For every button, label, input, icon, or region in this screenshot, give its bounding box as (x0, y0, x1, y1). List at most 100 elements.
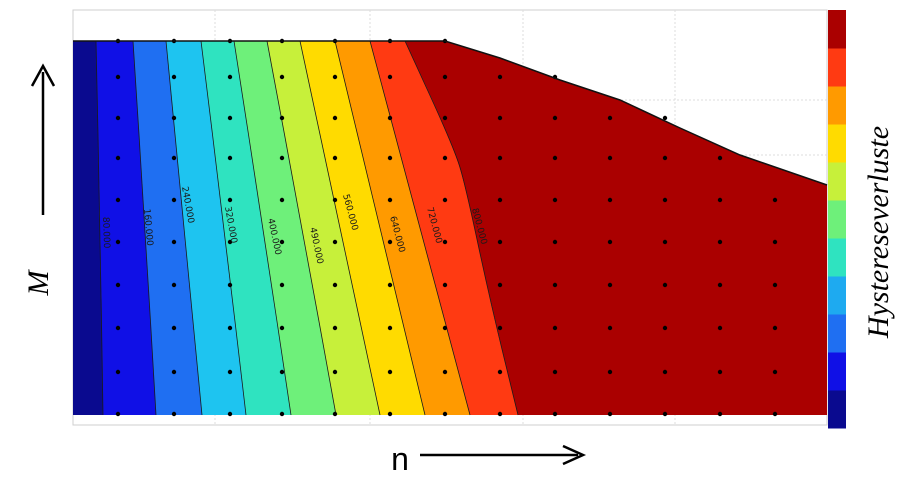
sample-point (607, 197, 613, 203)
sample-point (332, 239, 338, 245)
sample-point (171, 74, 177, 80)
sample-point (442, 115, 448, 121)
sample-point (279, 115, 285, 121)
sample-point (227, 239, 233, 245)
sample-point (607, 115, 613, 121)
sample-point (607, 282, 613, 288)
y-axis-label: M (22, 269, 55, 297)
band-490000 (234, 41, 336, 415)
sample-point (717, 411, 723, 417)
colorbar-segment (828, 10, 846, 49)
sample-point (171, 282, 177, 288)
sample-point (552, 155, 558, 161)
contour-line (404, 40, 519, 416)
y-axis-arrow-head (30, 63, 56, 87)
sample-point (662, 239, 668, 245)
x-axis-label: n (391, 441, 409, 477)
band-400000 (201, 41, 291, 415)
colorbar-segment (828, 276, 846, 315)
sample-point (497, 369, 503, 375)
sample-point (387, 325, 393, 331)
contour-line (299, 40, 381, 416)
sample-point (279, 325, 285, 331)
sample-point (497, 282, 503, 288)
colorbar-segment (828, 162, 846, 201)
sample-point (552, 282, 558, 288)
sample-point (497, 411, 503, 417)
contour-line (369, 40, 471, 416)
sample-point (497, 239, 503, 245)
x-axis-annotation: n (391, 441, 587, 477)
sample-point (171, 155, 177, 161)
sample-point (717, 155, 723, 161)
colorbar-segment (828, 86, 846, 125)
sample-point (497, 155, 503, 161)
colorbar-label: Hystereseverluste (862, 126, 895, 339)
band-160000 (96, 41, 156, 415)
sample-point (772, 369, 778, 375)
contour-lines (95, 40, 519, 416)
colorbar-segment (828, 48, 846, 87)
sample-point (442, 197, 448, 203)
contour-bands (73, 41, 827, 415)
sample-point (497, 74, 503, 80)
sample-point (772, 239, 778, 245)
sample-point (171, 411, 177, 417)
sample-point (279, 155, 285, 161)
sample-point (387, 282, 393, 288)
contour-line (95, 40, 104, 416)
sample-point (442, 239, 448, 245)
sample-point (227, 369, 233, 375)
colorbar-segment (828, 200, 846, 239)
sample-point (332, 325, 338, 331)
colorbar-segment (828, 124, 846, 163)
sample-point (772, 411, 778, 417)
sample-point (227, 155, 233, 161)
y-axis-annotation: M (22, 63, 56, 297)
band-560000 (267, 41, 380, 415)
contour-line (132, 40, 157, 416)
sample-point (387, 411, 393, 417)
sample-point (227, 282, 233, 288)
sample-point (332, 197, 338, 203)
sample-point (332, 411, 338, 417)
sample-point (227, 411, 233, 417)
sample-point (717, 197, 723, 203)
sample-point (442, 325, 448, 331)
sample-point (552, 239, 558, 245)
sample-point (717, 369, 723, 375)
sample-point (607, 155, 613, 161)
contour-label-160000: 160.000 (141, 208, 154, 246)
sample-point (115, 239, 121, 245)
sample-point (115, 282, 121, 288)
sample-point (115, 155, 121, 161)
band-720000 (335, 41, 470, 415)
colorbar-segment (828, 352, 846, 391)
sample-point (607, 325, 613, 331)
band-80000 (73, 41, 103, 415)
sample-point (552, 411, 558, 417)
sample-point (497, 197, 503, 203)
sample-point (552, 115, 558, 121)
contour-label-80000: 80.000 (100, 217, 111, 249)
sample-point (171, 369, 177, 375)
x-axis-arrow-head (562, 444, 587, 466)
sample-point (387, 197, 393, 203)
sample-point (442, 369, 448, 375)
sample-point (662, 411, 668, 417)
band-800000 (370, 41, 518, 415)
colorbar-segment (828, 390, 846, 429)
sample-points (115, 38, 778, 417)
sample-point (279, 239, 285, 245)
sample-point (279, 411, 285, 417)
sample-point (772, 197, 778, 203)
band-240000 (133, 41, 202, 415)
sample-point (332, 155, 338, 161)
sample-point (279, 197, 285, 203)
colorbar-segment (828, 314, 846, 353)
sample-point (227, 325, 233, 331)
sample-point (662, 155, 668, 161)
sample-point (279, 282, 285, 288)
sample-point (717, 282, 723, 288)
